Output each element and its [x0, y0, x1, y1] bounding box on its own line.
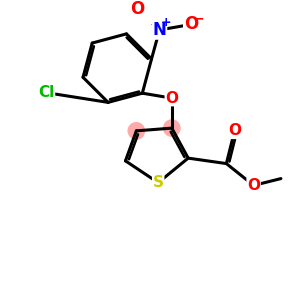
Text: −: −: [193, 11, 204, 26]
Text: N: N: [153, 21, 166, 39]
Text: O: O: [130, 1, 145, 19]
Text: Cl: Cl: [38, 85, 55, 100]
Circle shape: [128, 123, 145, 139]
Text: +: +: [160, 16, 171, 29]
Text: S: S: [153, 175, 164, 190]
Text: O: O: [165, 91, 178, 106]
Circle shape: [164, 120, 180, 136]
Text: O: O: [228, 123, 241, 138]
Text: O: O: [184, 16, 198, 34]
Text: O: O: [247, 178, 260, 193]
